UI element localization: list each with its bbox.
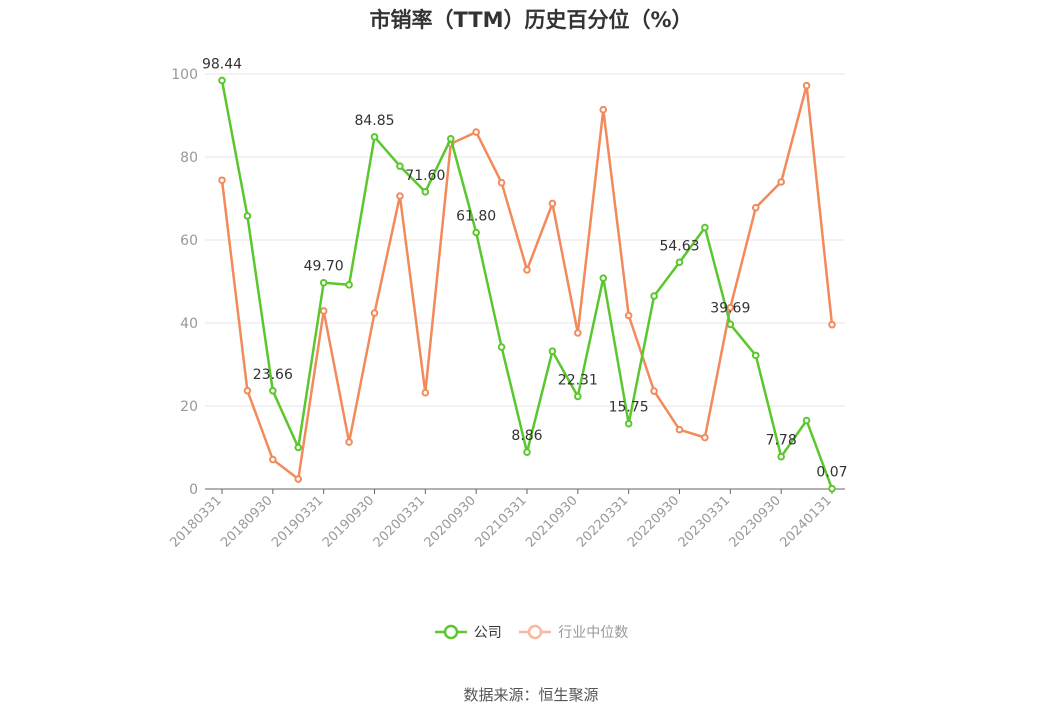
data-point-company (370, 133, 379, 141)
y-tick-label: 0 (189, 482, 198, 498)
data-label: 61.80 (456, 209, 496, 225)
data-point-company (802, 416, 811, 425)
legend-company-marker-icon (434, 624, 467, 640)
x-tick-label: 20240131 (777, 493, 834, 550)
series-layer (218, 76, 836, 493)
data-point-industry (497, 178, 506, 187)
data-point-company (294, 443, 303, 452)
x-tick-label: 20230331 (676, 493, 733, 550)
data-point-industry (548, 199, 557, 208)
x-tick-label: 20190930 (320, 493, 377, 550)
data-point-industry (370, 309, 379, 317)
data-point-company (243, 212, 252, 220)
data-point-company (523, 448, 531, 457)
data-label: 23.66 (253, 367, 293, 383)
data-point-industry (777, 178, 785, 186)
data-point-company (701, 223, 709, 232)
grid-layer (205, 73, 845, 407)
legend-company-label: 公司 (473, 625, 502, 641)
data-label: 22.31 (558, 372, 598, 388)
x-tick-label: 20210930 (523, 493, 580, 550)
data-point-company (497, 343, 506, 351)
y-tick-label: 40 (180, 316, 198, 332)
data-label: 98.44 (202, 56, 242, 72)
legend-industry-label: 行业中位数 (558, 625, 629, 641)
data-point-company (599, 274, 608, 282)
data-label: 49.70 (304, 259, 344, 275)
x-tick-label: 20220331 (574, 493, 631, 550)
data-label: 71.60 (405, 168, 445, 184)
data-point-industry (294, 475, 303, 483)
x-tick-label: 20180331 (167, 493, 224, 550)
data-point-company (421, 188, 430, 196)
data-point-company (446, 134, 455, 143)
data-label-layer: 98.44 23.66 49.70 84.85 71.60 61.80 8.86 22.31 1… (202, 56, 848, 480)
data-point-company (751, 351, 760, 360)
data-point-company (269, 387, 277, 395)
x-tick-label: 20200331 (371, 493, 428, 550)
data-point-industry (243, 386, 252, 395)
data-label: 8.86 (511, 428, 542, 444)
data-point-industry (650, 387, 658, 395)
y-tick-label: 80 (180, 150, 198, 166)
data-point-company (345, 281, 353, 289)
data-point-industry (574, 329, 582, 337)
series-line-industry (220, 84, 834, 481)
legend-industry-marker-icon (519, 624, 552, 640)
data-label: 39.69 (710, 300, 750, 316)
data-point-company (675, 258, 684, 267)
y-tick-label: 20 (180, 399, 198, 415)
data-point-industry (802, 81, 811, 90)
data-point-industry (599, 105, 608, 114)
data-label: 7.78 (766, 433, 797, 449)
data-point-company (726, 320, 735, 329)
x-tick-label: 20210331 (472, 493, 529, 550)
x-tick-label: 20190331 (269, 493, 326, 550)
y-tick-label: 100 (171, 67, 198, 83)
data-point-industry (269, 455, 277, 464)
data-point-industry (828, 320, 836, 329)
legend-item-industry[interactable]: 行业中位数 (518, 622, 628, 642)
data-point-industry (726, 303, 735, 312)
x-tick-label: 20230930 (727, 493, 784, 550)
data-point-industry (472, 128, 480, 136)
data-point-industry (701, 433, 709, 442)
data-point-company (650, 292, 658, 300)
data-label: 0.07 (816, 465, 847, 481)
data-point-company (218, 76, 226, 85)
x-tick-label: 20200930 (422, 493, 479, 550)
data-point-industry (319, 307, 328, 315)
legend-item-company[interactable]: 公司 (434, 622, 502, 642)
data-point-company (319, 278, 328, 287)
data-point-company (472, 228, 480, 237)
data-point-industry (396, 192, 404, 200)
chart-title: 市销率（TTM）历史百分位（%） (369, 8, 693, 32)
data-point-industry (675, 425, 684, 434)
data-point-company (828, 484, 836, 493)
x-tick-label: 20180930 (218, 493, 275, 550)
data-point-company (777, 452, 785, 461)
source-note: 数据来源：恒生聚源 (463, 686, 599, 704)
data-point-industry (345, 438, 353, 446)
data-label: 15.75 (609, 400, 649, 416)
legend: 公司 行业中位数 (0, 622, 1062, 644)
data-label: 84.85 (354, 113, 394, 129)
data-point-company (396, 162, 404, 170)
data-point-company (548, 347, 557, 356)
x-tick-label: 20220930 (625, 493, 682, 550)
data-point-company (574, 392, 582, 401)
data-point-industry (751, 203, 760, 212)
data-point-industry (218, 176, 226, 185)
y-tick-label: 60 (180, 233, 198, 249)
data-point-industry (421, 388, 430, 397)
data-point-industry (624, 311, 633, 320)
data-point-industry (523, 266, 531, 274)
data-label: 54.63 (659, 238, 699, 254)
data-point-company (624, 419, 633, 428)
